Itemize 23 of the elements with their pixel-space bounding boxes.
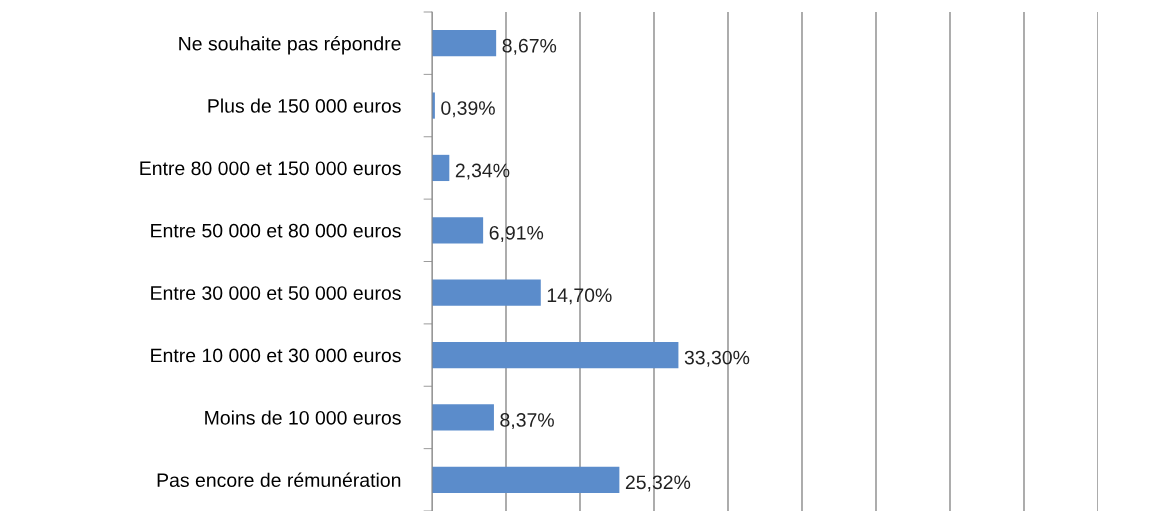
y-tick-label: Entre 80 000 et 150 000 euros xyxy=(140,161,401,176)
y-tick-label: Ne souhaite pas répondre xyxy=(179,36,401,55)
data-label: 14,70% xyxy=(547,288,612,305)
y-tick-label: Entre 30 000 et 50 000 euros xyxy=(151,286,401,300)
bar xyxy=(432,466,620,493)
y-tick-label: Plus de 150 000 euros xyxy=(208,98,401,113)
bar xyxy=(432,404,494,431)
bar xyxy=(432,154,450,182)
bar xyxy=(432,30,497,57)
data-label: 0,39% xyxy=(441,101,495,118)
y-tick-label: Pas encore de rémunération xyxy=(157,472,401,488)
data-label: 2,34% xyxy=(455,163,510,180)
bar xyxy=(432,217,484,244)
data-label: 6,91% xyxy=(489,225,544,242)
y-tick-label: Entre 10 000 et 30 000 euros xyxy=(151,348,401,363)
bar xyxy=(432,341,679,369)
y-tick-label: Moins de 10 000 euros xyxy=(205,410,401,425)
data-label: 33,30% xyxy=(684,350,750,367)
data-label: 25,32% xyxy=(625,475,691,492)
y-tick-label: Entre 50 000 et 80 000 euros xyxy=(151,223,401,238)
bar xyxy=(432,279,541,306)
data-label: 8,37% xyxy=(500,413,554,430)
data-label: 8,67% xyxy=(502,38,557,55)
